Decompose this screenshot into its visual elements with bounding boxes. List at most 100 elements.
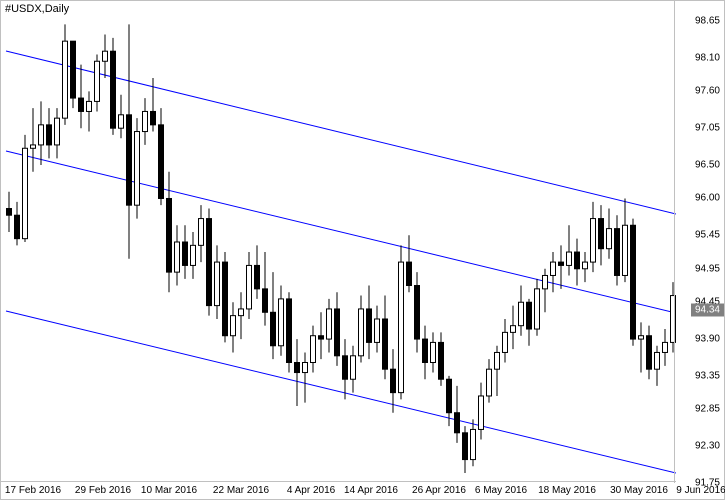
candle-body — [399, 262, 404, 393]
candle-body — [487, 369, 492, 396]
x-tick: 9 Jun 2016 — [676, 485, 725, 496]
candle-body — [279, 299, 284, 346]
chart-area[interactable] — [1, 1, 676, 483]
candle-body — [447, 379, 452, 412]
x-tick: 14 Apr 2016 — [344, 485, 398, 496]
candle-body — [511, 326, 516, 333]
candle-body — [159, 125, 164, 199]
candle-body — [31, 145, 36, 148]
x-tick: 29 Feb 2016 — [75, 485, 131, 496]
candle-body — [151, 111, 156, 124]
candle-body — [287, 299, 292, 363]
candle-body — [63, 41, 68, 118]
candle-body — [391, 369, 396, 392]
candle-body — [103, 51, 108, 61]
trend-line — [6, 311, 676, 473]
candle-body — [111, 51, 116, 128]
x-axis: 17 Feb 2016 29 Feb 2016 10 Mar 2016 22 Mar … — [1, 481, 676, 499]
x-tick: 6 May 2016 — [475, 485, 527, 496]
candle-body — [439, 342, 444, 379]
x-tick: 26 Apr 2016 — [412, 485, 466, 496]
candle-body — [431, 342, 436, 362]
candle-body — [479, 396, 484, 429]
candle-body — [207, 219, 212, 306]
y-tick: 97.60 — [695, 86, 720, 97]
candle-body — [631, 225, 636, 339]
candle-body — [575, 252, 580, 269]
candle-body — [143, 111, 148, 131]
candle-body — [183, 242, 188, 265]
y-axis: 98.6598.1097.6097.0596.5096.0095.4594.95… — [674, 1, 724, 483]
candle-body — [263, 289, 268, 312]
chart-container: #USDX,Daily 98.6598.1097.6097.0596.5096.… — [0, 0, 725, 500]
candle-body — [655, 352, 660, 369]
x-tick: 17 Feb 2016 — [5, 485, 61, 496]
candle-body — [519, 302, 524, 325]
y-tick: 92.85 — [695, 404, 720, 415]
chart-svg — [1, 1, 676, 483]
candle-body — [535, 289, 540, 329]
candle-body — [599, 219, 604, 249]
candle-body — [543, 275, 548, 288]
candle-body — [255, 265, 260, 288]
candle-body — [191, 245, 196, 265]
x-tick: 18 May 2016 — [538, 485, 596, 496]
y-tick: 94.95 — [695, 263, 720, 274]
x-tick: 10 Mar 2016 — [141, 485, 197, 496]
candle-body — [23, 148, 28, 238]
candle-body — [607, 229, 612, 249]
candle-body — [271, 312, 276, 345]
trend-line — [6, 151, 676, 313]
candle-body — [583, 262, 588, 269]
candle-body — [367, 309, 372, 342]
candle-body — [423, 339, 428, 362]
candle-body — [463, 433, 468, 460]
candle-body — [55, 118, 60, 145]
candle-body — [319, 336, 324, 339]
candle-body — [407, 262, 412, 285]
candle-body — [359, 309, 364, 356]
candle-body — [47, 125, 52, 145]
x-tick: 4 Apr 2016 — [287, 485, 335, 496]
candle-body — [135, 132, 140, 206]
candle-body — [623, 225, 628, 275]
y-tick: 97.05 — [695, 123, 720, 134]
trend-line — [6, 51, 676, 214]
candle-body — [247, 265, 252, 309]
candle-body — [167, 198, 172, 272]
y-tick: 98.10 — [695, 52, 720, 63]
candle-body — [663, 342, 668, 352]
candle-body — [71, 41, 76, 98]
candle-body — [295, 363, 300, 373]
x-tick: 30 May 2016 — [610, 485, 668, 496]
y-tick: 93.35 — [695, 370, 720, 381]
candle-body — [303, 363, 308, 373]
candle-body — [223, 262, 228, 336]
candle-body — [39, 125, 44, 145]
candle-body — [127, 115, 132, 205]
candle-body — [175, 242, 180, 272]
candle-body — [415, 286, 420, 340]
candle-body — [455, 413, 460, 433]
candle-body — [7, 209, 12, 216]
candle-body — [615, 229, 620, 276]
candle-body — [351, 356, 356, 379]
candle-body — [327, 309, 332, 339]
candle-body — [95, 61, 100, 101]
candle-body — [383, 319, 388, 369]
candle-body — [343, 356, 348, 379]
x-tick: 22 Mar 2016 — [213, 485, 269, 496]
candle-body — [311, 336, 316, 363]
candle-body — [551, 262, 556, 275]
candle-body — [591, 219, 596, 263]
candle-body — [87, 101, 92, 111]
candle-body — [567, 252, 572, 265]
y-tick: 96.50 — [695, 160, 720, 171]
candle-body — [503, 332, 508, 352]
candle-body — [647, 336, 652, 369]
candle-body — [231, 316, 236, 336]
y-tick: 93.90 — [695, 334, 720, 345]
candle-body — [471, 429, 476, 459]
y-tick: 92.30 — [695, 441, 720, 452]
candle-body — [375, 319, 380, 342]
